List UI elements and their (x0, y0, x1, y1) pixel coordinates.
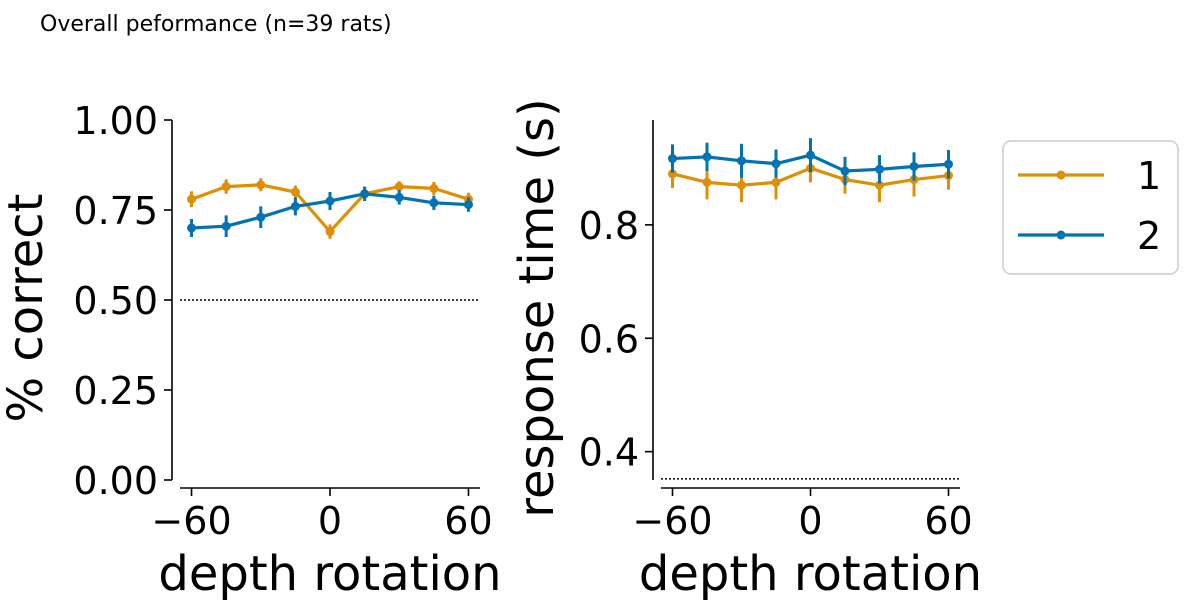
data-point-series-1 (325, 227, 335, 237)
data-point-series-2 (702, 152, 712, 162)
x-axis-label: depth rotation (639, 546, 982, 600)
data-point-series-1 (875, 180, 884, 190)
data-point-series-1 (429, 183, 439, 193)
data-point-series-1 (256, 180, 266, 190)
y-axis-label: % correct (0, 194, 54, 423)
data-point-series-1 (668, 169, 677, 179)
x-tick-label: 0 (798, 499, 822, 543)
data-point-series-2 (325, 196, 335, 206)
data-point-series-2 (737, 156, 746, 166)
data-point-series-2 (360, 189, 370, 199)
data-point-series-2 (771, 159, 781, 169)
x-tick-label: 0 (318, 499, 342, 543)
y-tick-label: 0.6 (579, 317, 639, 361)
y-tick-label: 0.50 (73, 279, 158, 323)
y-tick-label: 0.00 (73, 459, 158, 503)
data-point-series-2 (875, 164, 884, 174)
x-tick-label: −60 (632, 499, 712, 543)
data-point-series-1 (702, 177, 712, 187)
data-point-series-2 (256, 212, 266, 222)
data-point-series-1 (290, 187, 300, 197)
y-tick-label: 0.25 (73, 369, 158, 413)
data-point-series-2 (290, 201, 300, 211)
legend-marker-1 (1056, 170, 1066, 180)
data-point-series-2 (840, 166, 850, 176)
legend-marker-2 (1056, 230, 1066, 240)
data-point-series-1 (394, 182, 404, 192)
y-tick-label: 0.8 (579, 204, 639, 248)
legend-label-1: 1 (1137, 154, 1161, 198)
data-point-series-2 (806, 150, 815, 160)
data-point-series-2 (463, 200, 473, 210)
x-tick-label: 60 (444, 499, 492, 543)
data-point-series-2 (187, 223, 197, 233)
y-tick-label: 0.4 (579, 431, 639, 475)
y-axis-label: response time (s) (509, 98, 565, 517)
data-point-series-1 (187, 194, 197, 204)
legend: 1 2 (1002, 140, 1179, 275)
figure-title: Overall peformance (n=39 rats) (40, 12, 392, 37)
data-point-series-1 (737, 180, 746, 190)
data-point-series-2 (221, 221, 231, 231)
legend-label-2: 2 (1137, 214, 1161, 258)
y-tick-label: 0.75 (73, 189, 158, 233)
data-point-series-1 (771, 177, 781, 187)
data-point-series-2 (668, 154, 677, 164)
data-point-series-2 (909, 161, 919, 171)
y-tick-label: 1.00 (73, 99, 158, 143)
data-point-series-2 (944, 159, 953, 169)
x-tick-label: −60 (151, 499, 231, 543)
data-point-series-1 (221, 182, 231, 192)
data-point-series-2 (394, 192, 404, 202)
x-axis-label: depth rotation (158, 546, 501, 600)
data-point-series-2 (429, 198, 439, 208)
x-tick-label: 60 (924, 499, 972, 543)
